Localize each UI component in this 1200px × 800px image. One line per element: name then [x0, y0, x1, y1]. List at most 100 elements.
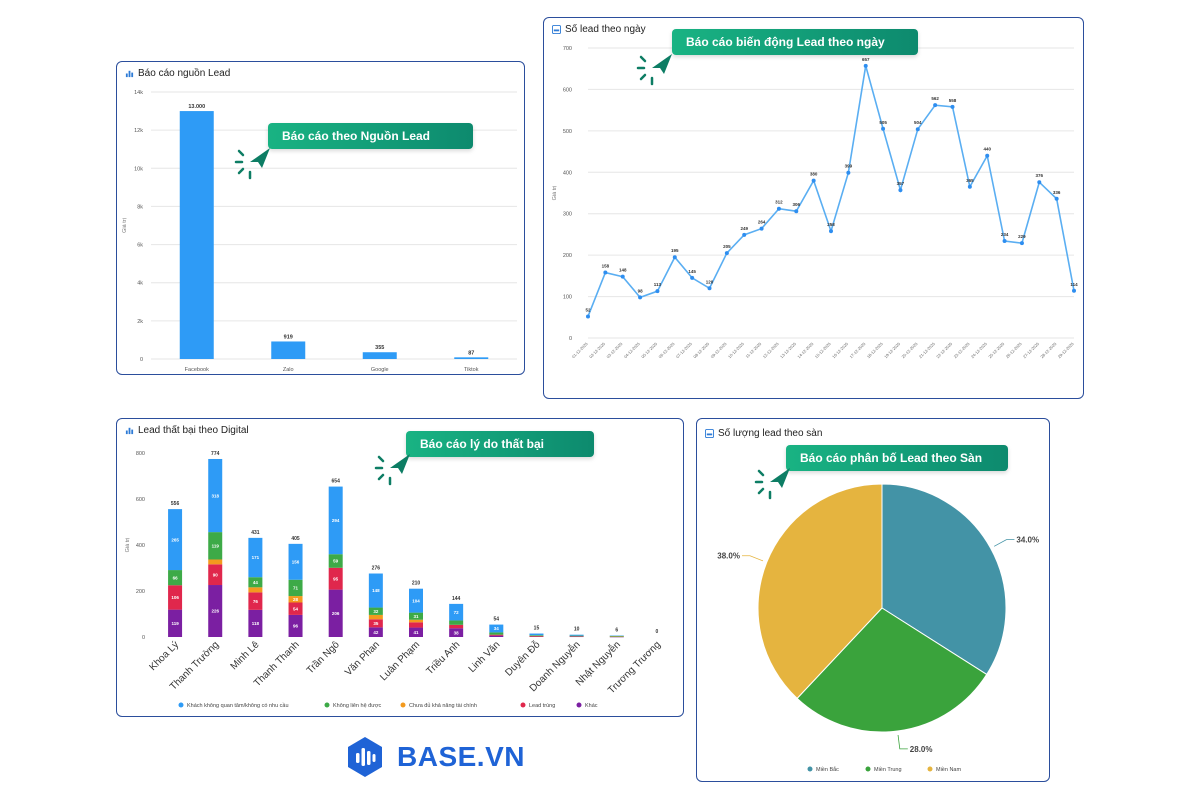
bar-segment [569, 634, 584, 636]
data-point [742, 232, 747, 237]
data-point [724, 251, 729, 256]
x-tick-label: 12-12-2025 [762, 341, 781, 360]
data-point [707, 286, 712, 291]
failed-callout: Báo cáo lý do thất bại [406, 431, 594, 457]
lead-source-title: Báo cáo nguồn Lead [125, 68, 230, 79]
legend-label: Lead trùng [529, 703, 555, 709]
bar-segment [449, 628, 464, 637]
bar-segment [168, 585, 183, 610]
pie-leader-line [993, 539, 1015, 547]
segment-label: 106 [171, 595, 179, 600]
bar-segment [208, 585, 223, 637]
y-tick-label: 0 [142, 635, 145, 641]
y-tick-label: 2k [137, 319, 143, 325]
total-label: 144 [452, 596, 461, 602]
segment-label: 59 [333, 559, 339, 564]
total-label: 10 [574, 627, 580, 633]
data-point [1002, 239, 1007, 244]
x-tick-label: Zalo [283, 367, 294, 373]
chart-widget-icon [705, 429, 714, 438]
bar-segment [609, 635, 624, 637]
data-point [915, 127, 920, 132]
segment-label: 294 [332, 518, 340, 523]
total-label: 210 [412, 581, 421, 587]
legend-marker [576, 702, 582, 708]
y-tick-label: 600 [563, 87, 572, 93]
brand-name: BASE.VN [397, 741, 525, 772]
segment-label: 156 [292, 559, 300, 564]
total-label: 431 [251, 530, 260, 536]
bar-segment [168, 609, 183, 637]
data-point [794, 209, 799, 214]
segment-label: 41 [413, 630, 419, 635]
legend-marker [520, 702, 526, 708]
total-label: 15 [534, 626, 540, 632]
data-point [603, 270, 608, 275]
y-tick-label: 600 [136, 497, 145, 503]
x-tick-label: Khoa Lý [147, 639, 181, 673]
bar-segment [168, 570, 183, 586]
floor-lead-panel: Số lượng lead theo sàn 34.0% 28.0% 38.0% Mi… [696, 418, 1050, 782]
total-label: 0 [656, 629, 659, 635]
segment-label: 96 [293, 624, 299, 629]
legend-marker [807, 766, 813, 772]
cursor-click-icon [374, 454, 410, 486]
data-label: 355 [375, 345, 384, 351]
x-tick-label: 03-12-2025 [605, 341, 624, 360]
x-tick-label: Linh Văn [467, 639, 503, 675]
y-tick-label: 200 [136, 589, 145, 595]
data-point [638, 295, 643, 300]
data-point [759, 226, 764, 231]
bar-segment [288, 579, 303, 597]
segment-label: 95 [333, 576, 339, 581]
x-tick-label: 18-12-2025 [866, 341, 885, 360]
bar-segment [409, 627, 423, 637]
cursor-click-icon [234, 148, 270, 180]
bar-segment [248, 577, 263, 588]
data-point [863, 63, 868, 68]
data-label: 13.000 [188, 104, 205, 110]
bar-segment [529, 636, 544, 637]
x-tick-label: 19-12-2025 [883, 341, 902, 360]
x-tick-label: 28-12-2025 [1039, 341, 1058, 360]
bar-chart-icon [125, 70, 134, 78]
x-tick-label: Duyên Đỗ [502, 638, 543, 679]
bar-segment [489, 635, 504, 637]
y-tick-label: 0 [140, 357, 143, 363]
data-point [690, 275, 695, 280]
x-tick-label: 04-12-2025 [623, 341, 642, 360]
bar-segment [328, 567, 343, 590]
segment-label: 104 [412, 598, 420, 603]
data-label: 120 [706, 279, 714, 284]
x-tick-label: 06-12-2025 [657, 341, 676, 360]
data-point [1054, 196, 1059, 201]
chart-widget-icon [552, 25, 561, 34]
bar-segment [288, 614, 303, 637]
bar-segment [288, 602, 303, 615]
data-point [846, 170, 851, 175]
y-tick-label: 500 [563, 129, 572, 135]
bar-segment [529, 633, 544, 636]
total-label: 774 [211, 451, 220, 457]
y-tick-label: 100 [563, 295, 572, 301]
total-label: 556 [171, 501, 180, 507]
y-axis-label: Giá trị [125, 538, 131, 553]
x-tick-label: Trần Ngô [304, 638, 342, 676]
total-label: 654 [332, 479, 341, 485]
bar-segment [489, 632, 504, 635]
bar-segment [529, 635, 544, 636]
y-tick-label: 200 [563, 253, 572, 259]
data-label: 562 [931, 96, 939, 101]
data-label: 113 [654, 282, 662, 287]
bar-segment [328, 589, 343, 637]
y-tick-label: 8k [137, 204, 143, 210]
brand-logo: BASE.VN [343, 735, 525, 779]
bar-segment [328, 554, 343, 568]
data-label: 264 [758, 220, 766, 225]
bar-segment [609, 635, 624, 637]
bar-segment [489, 634, 504, 636]
y-tick-label: 10k [134, 166, 143, 172]
bar-segment [409, 619, 423, 623]
bar-segment [168, 509, 183, 571]
pie-value-label: 28.0% [910, 745, 933, 754]
